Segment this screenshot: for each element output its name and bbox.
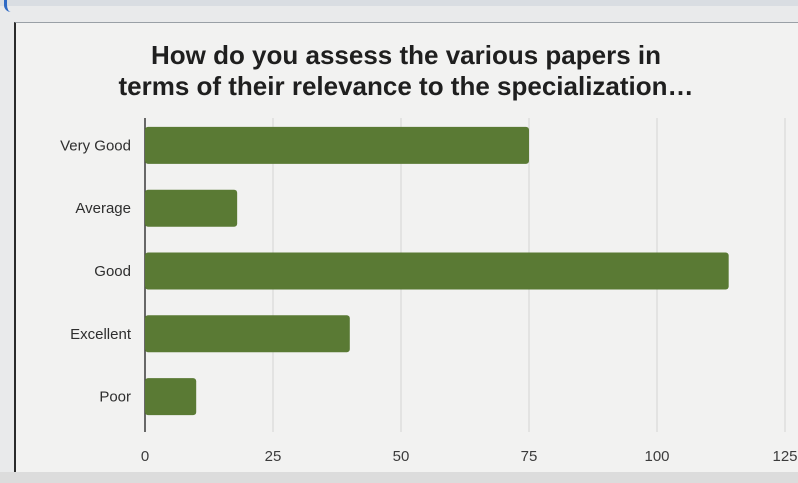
page-bottom-strip — [0, 472, 798, 483]
x-tick-label: 25 — [265, 448, 282, 465]
category-label: Average — [75, 200, 131, 217]
x-tick-label: 100 — [644, 448, 669, 465]
chart-title-line-1: How do you assess the various papers in — [150, 40, 662, 70]
bar — [145, 252, 729, 290]
x-tick-label: 75 — [521, 448, 538, 465]
bar — [145, 378, 197, 416]
x-tick-label: 50 — [393, 448, 410, 465]
bar — [145, 189, 238, 227]
chart-title: How do you assess the various papers in … — [14, 40, 798, 102]
category-label: Excellent — [70, 326, 132, 343]
bar — [145, 126, 529, 164]
bar — [145, 315, 350, 353]
x-tick-label: 125 — [772, 448, 797, 465]
category-label: Very Good — [60, 137, 131, 154]
page-top-strip — [0, 0, 798, 6]
category-label: Poor — [99, 389, 131, 406]
x-tick-label: 0 — [141, 448, 149, 465]
edge-mark — [4, 0, 11, 12]
chart-title-line-2: terms of their relevance to the speciali… — [118, 71, 694, 101]
category-label: Good — [94, 263, 131, 280]
